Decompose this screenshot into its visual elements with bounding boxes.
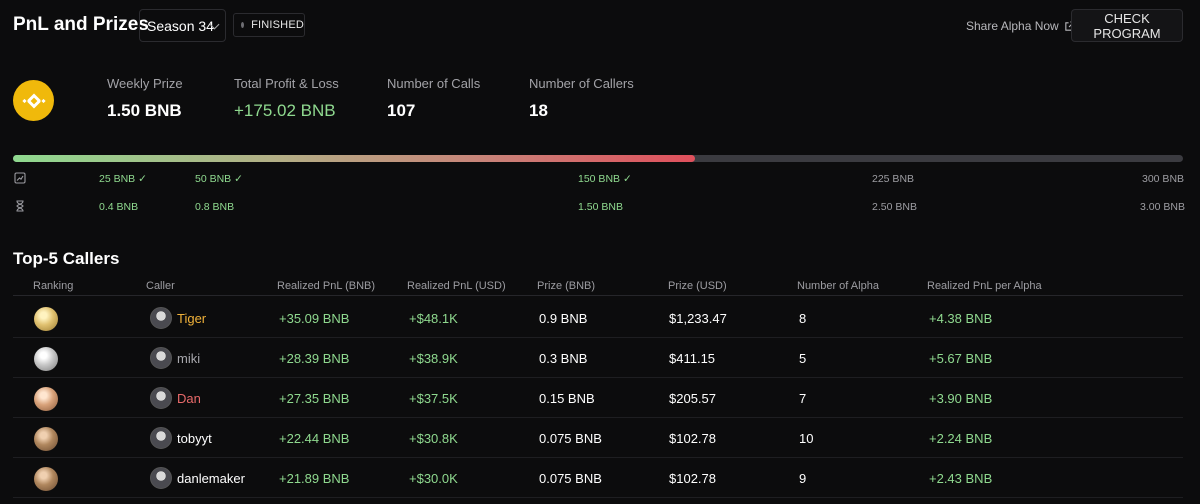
prize-tier-label: 3.00 BNB bbox=[1140, 201, 1185, 213]
caller-name[interactable]: Tiger bbox=[177, 311, 207, 326]
rank-medal-icon bbox=[34, 347, 58, 371]
column-header: Prize (BNB) bbox=[537, 280, 596, 292]
realized-pnl-per-alpha: +3.90 BNB bbox=[929, 391, 993, 406]
pnl-tier-label: 300 BNB bbox=[1142, 173, 1185, 185]
realized-pnl-bnb: +35.09 BNB bbox=[279, 311, 350, 326]
hourglass-icon bbox=[16, 200, 24, 212]
stat-label: Number of Callers bbox=[529, 76, 634, 91]
pnl-tier-label: 225 BNB bbox=[872, 173, 915, 185]
number-of-alpha: 8 bbox=[799, 311, 807, 326]
rank-medal-icon bbox=[34, 307, 58, 331]
avatar[interactable] bbox=[150, 387, 172, 409]
caller-name[interactable]: Dan bbox=[177, 391, 201, 406]
stat-value: +175.02 BNB bbox=[234, 101, 336, 120]
share-alpha-label: Share Alpha Now bbox=[966, 19, 1059, 33]
prize-tier-label: 1.50 BNB bbox=[578, 201, 623, 213]
stat-number-of-callers: Number of Callers 18 bbox=[529, 76, 634, 121]
avatar[interactable] bbox=[150, 467, 172, 489]
season-select[interactable]: Season 34 bbox=[139, 9, 226, 42]
top-callers-title: Top-5 Callers bbox=[13, 249, 120, 268]
stat-value: 18 bbox=[529, 101, 548, 120]
column-header: Realized PnL (USD) bbox=[407, 280, 506, 292]
pnl-tier-label: 150 BNB ✓ bbox=[578, 173, 632, 185]
table-row[interactable]: miki +28.39 BNB +$38.9K 0.3 BNB $411.15 … bbox=[13, 338, 1183, 378]
prize-tier-label: 2.50 BNB bbox=[872, 201, 917, 213]
realized-pnl-bnb: +21.89 BNB bbox=[279, 471, 350, 486]
rank-medal-icon bbox=[34, 427, 58, 451]
caller-name[interactable]: miki bbox=[177, 351, 201, 366]
prize-usd: $205.57 bbox=[669, 391, 716, 406]
realized-pnl-per-alpha: +4.38 BNB bbox=[929, 311, 993, 326]
number-of-alpha: 7 bbox=[799, 391, 807, 406]
table-header: Ranking Caller Realized PnL (BNB) Realiz… bbox=[13, 278, 1183, 296]
header: PnL and Prizes Season 34 FINISHED Share … bbox=[0, 0, 1200, 52]
status-dot-icon bbox=[241, 22, 245, 28]
caller-name[interactable]: tobyyt bbox=[177, 431, 212, 446]
table-row[interactable]: Dan +27.35 BNB +$37.5K 0.15 BNB $205.57 … bbox=[13, 378, 1183, 418]
prize-bnb: 0.3 BNB bbox=[539, 351, 588, 366]
bnb-logo-icon bbox=[13, 80, 54, 121]
prize-tier-row: 0.4 BNB 0.8 BNB 1.50 BNB 2.50 BNB 3.00 B… bbox=[0, 200, 1200, 216]
prize-bnb: 0.15 BNB bbox=[539, 391, 595, 406]
prize-progress-bar bbox=[13, 155, 1183, 162]
check-program-button[interactable]: CHECK PROGRAM bbox=[1071, 9, 1183, 42]
number-of-alpha: 9 bbox=[799, 471, 807, 486]
stat-number-of-calls: Number of Calls 107 bbox=[387, 76, 480, 121]
prize-tier-label: 0.8 BNB bbox=[195, 201, 235, 213]
column-header: Ranking bbox=[33, 280, 74, 292]
prize-usd: $102.78 bbox=[669, 431, 716, 446]
chart-icon bbox=[14, 172, 26, 184]
stat-weekly-prize: Weekly Prize 1.50 BNB bbox=[107, 76, 183, 121]
realized-pnl-bnb: +27.35 BNB bbox=[279, 391, 350, 406]
pnl-tier-label: 50 BNB ✓ bbox=[195, 173, 243, 185]
avatar[interactable] bbox=[150, 427, 172, 449]
avatar[interactable] bbox=[150, 347, 172, 369]
stat-value: 107 bbox=[387, 101, 416, 120]
prize-usd: $102.78 bbox=[669, 471, 716, 486]
status-badge: FINISHED bbox=[233, 13, 305, 37]
prize-progress-fill bbox=[13, 155, 696, 162]
table-row[interactable]: danlemaker +21.89 BNB +$30.0K 0.075 BNB … bbox=[13, 458, 1183, 498]
realized-pnl-usd: +$48.1K bbox=[409, 311, 458, 326]
column-header: Prize (USD) bbox=[668, 280, 727, 292]
rank-medal-icon bbox=[34, 387, 58, 411]
stat-label: Weekly Prize bbox=[107, 76, 183, 91]
realized-pnl-per-alpha: +2.24 BNB bbox=[929, 431, 993, 446]
realized-pnl-bnb: +22.44 BNB bbox=[279, 431, 350, 446]
avatar[interactable] bbox=[150, 307, 172, 329]
prize-usd: $1,233.47 bbox=[669, 311, 727, 326]
page-title: PnL and Prizes bbox=[13, 14, 149, 35]
realized-pnl-usd: +$30.0K bbox=[409, 471, 458, 486]
column-header: Caller bbox=[146, 280, 175, 292]
caller-name[interactable]: danlemaker bbox=[177, 471, 245, 486]
realized-pnl-per-alpha: +5.67 BNB bbox=[929, 351, 993, 366]
prize-bnb: 0.9 BNB bbox=[539, 311, 588, 326]
season-select-value: Season 34 bbox=[147, 17, 214, 34]
table-row[interactable]: tobyyt +22.44 BNB +$30.8K 0.075 BNB $102… bbox=[13, 418, 1183, 458]
realized-pnl-bnb: +28.39 BNB bbox=[279, 351, 350, 366]
rank-medal-icon bbox=[34, 467, 58, 491]
column-header: Realized PnL (BNB) bbox=[277, 280, 376, 292]
stat-label: Number of Calls bbox=[387, 76, 481, 91]
number-of-alpha: 5 bbox=[799, 351, 807, 366]
prize-bnb: 0.075 BNB bbox=[539, 431, 602, 446]
realized-pnl-usd: +$30.8K bbox=[409, 431, 458, 446]
column-header: Realized PnL per Alpha bbox=[927, 280, 1042, 292]
column-header: Number of Alpha bbox=[797, 280, 879, 292]
stat-total-pnl: Total Profit & Loss +175.02 BNB bbox=[234, 76, 339, 121]
realized-pnl-per-alpha: +2.43 BNB bbox=[929, 471, 993, 486]
pnl-tier-row: 25 BNB ✓ 50 BNB ✓ 150 BNB ✓ 225 BNB 300 … bbox=[0, 172, 1200, 188]
prize-usd: $411.15 bbox=[669, 351, 716, 366]
prize-tier-label: 0.4 BNB bbox=[99, 201, 139, 213]
realized-pnl-usd: +$38.9K bbox=[409, 351, 458, 366]
stat-label: Total Profit & Loss bbox=[234, 76, 339, 91]
pnl-tier-label: 25 BNB ✓ bbox=[99, 173, 147, 185]
number-of-alpha: 10 bbox=[799, 431, 814, 446]
status-badge-label: FINISHED bbox=[251, 19, 304, 31]
realized-pnl-usd: +$37.5K bbox=[409, 391, 458, 406]
table-row[interactable]: Tiger +35.09 BNB +$48.1K 0.9 BNB $1,233.… bbox=[13, 298, 1183, 338]
share-alpha-link[interactable]: Share Alpha Now bbox=[966, 19, 1075, 33]
stat-value: 1.50 BNB bbox=[107, 101, 182, 120]
prize-bnb: 0.075 BNB bbox=[539, 471, 602, 486]
